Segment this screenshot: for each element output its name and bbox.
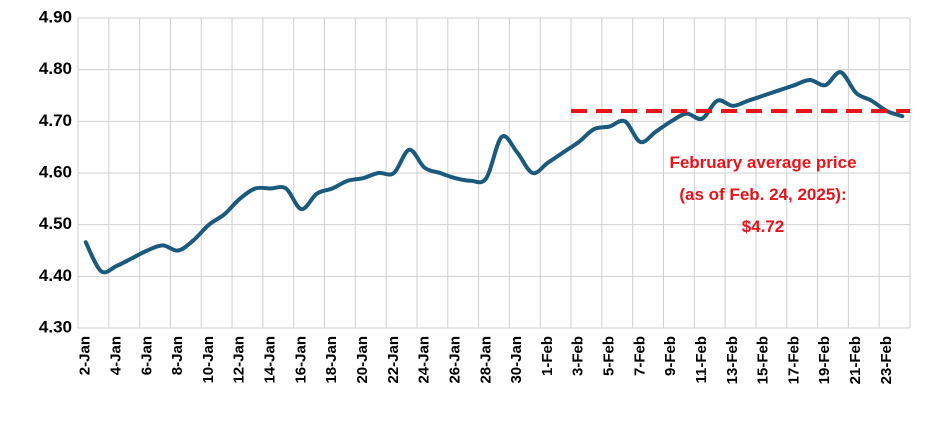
- x-tick-label: 19-Feb: [816, 336, 833, 384]
- x-tick-label: 28-Jan: [477, 336, 494, 384]
- x-tick-label: 2-Jan: [77, 336, 94, 375]
- x-tick-label: 30-Jan: [508, 336, 525, 384]
- x-tick-label: 8-Jan: [169, 336, 186, 375]
- x-tick-label: 1-Feb: [539, 336, 556, 376]
- x-tick-label: 16-Jan: [292, 336, 309, 384]
- x-tick-label: 15-Feb: [755, 336, 772, 384]
- x-tick-label: 26-Jan: [446, 336, 463, 384]
- annotation: $4.72: [742, 217, 785, 236]
- x-tick-label: 14-Jan: [262, 336, 279, 384]
- line: [83, 70, 905, 275]
- x-tick-label: 7-Feb: [631, 336, 648, 376]
- x-tick-label: 10-Jan: [200, 336, 217, 384]
- x-tick-label: 6-Jan: [138, 336, 155, 375]
- x-tick-label: 23-Feb: [878, 336, 895, 384]
- annotation: February average price: [669, 153, 856, 172]
- y-tick-label: 4.60: [39, 162, 72, 181]
- x-tick-label: 17-Feb: [785, 336, 802, 384]
- y-tick-label: 4.30: [39, 317, 72, 336]
- x-tick-label: 20-Jan: [354, 336, 371, 384]
- x-tick-label: 13-Feb: [724, 336, 741, 384]
- x-tick-label: 12-Jan: [231, 336, 248, 384]
- y-tick-label: 4.70: [39, 111, 72, 130]
- x-tick-label: 11-Feb: [693, 336, 710, 384]
- x-tick-label: 4-Jan: [107, 336, 124, 375]
- x-tick-label: 24-Jan: [416, 336, 433, 384]
- x-tick-label: 21-Feb: [847, 336, 864, 384]
- x-tick-label: 5-Feb: [601, 336, 618, 376]
- y-tick-label: 4.40: [39, 266, 72, 285]
- y-tick-label: 4.90: [39, 7, 72, 26]
- x-tick-label: 9-Feb: [662, 336, 679, 376]
- annotation: (as of Feb. 24, 2025):: [679, 185, 846, 204]
- x-tick-label: 3-Feb: [570, 336, 587, 376]
- x-tick-label: 22-Jan: [385, 336, 402, 384]
- y-tick-label: 4.50: [39, 214, 72, 233]
- x-tick-label: 18-Jan: [323, 336, 340, 384]
- y-tick-label: 4.80: [39, 59, 72, 78]
